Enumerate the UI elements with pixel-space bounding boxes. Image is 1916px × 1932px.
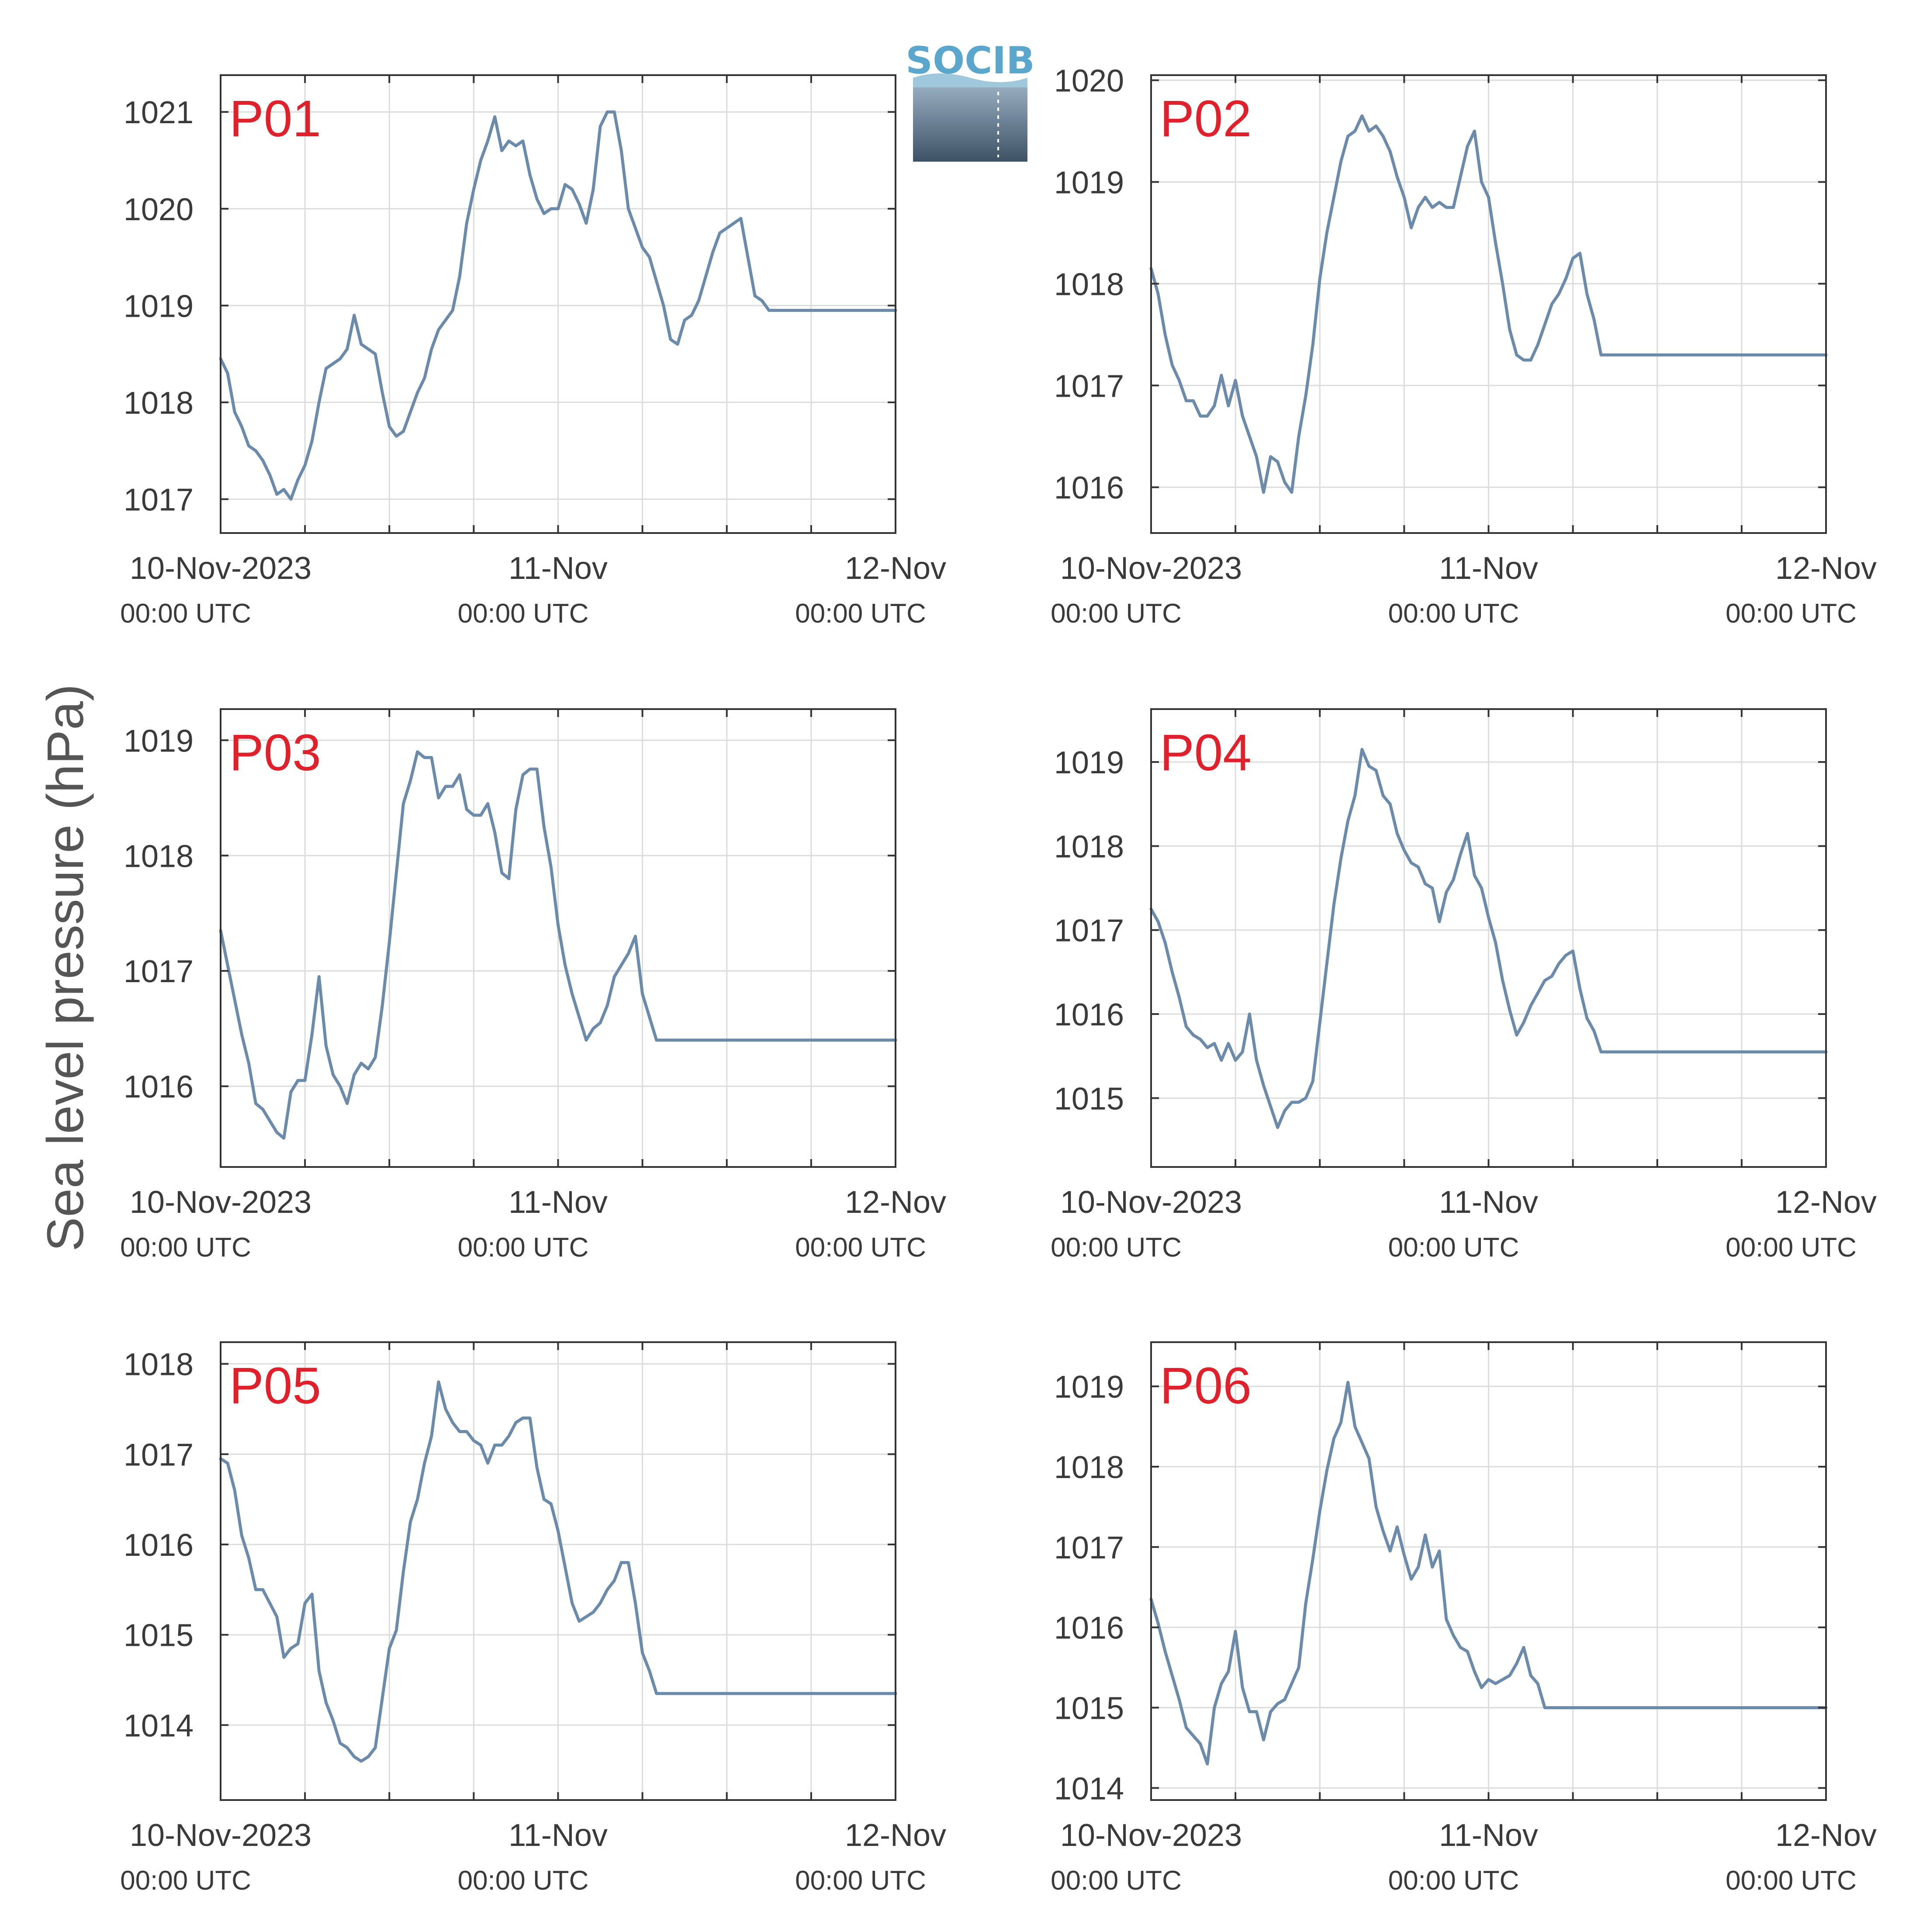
y-tick-label: 1016 [1054, 997, 1124, 1032]
y-tick-label: 1016 [124, 1528, 194, 1563]
chart-panel-p01: 1017 1018 1019 1020 1021 10-Nov-2023 00:00 UTC… [120, 74, 946, 629]
x-tick-label: 12-Nov [1775, 551, 1877, 586]
x-tick-label: 12-Nov [1775, 1818, 1877, 1853]
x-tick-sublabel: 00:00 UTC [1388, 599, 1519, 629]
y-tick-label: 1016 [1054, 471, 1124, 506]
panel-title-p02: P02 [1160, 90, 1252, 148]
panels-container: 1017 1018 1019 1020 1021 10-Nov-2023 00:00 UTC… [120, 64, 1877, 1896]
series-line-p06 [1149, 1381, 1828, 1766]
y-tick-label: 1018 [124, 1347, 194, 1382]
panel-title-p01: P01 [229, 90, 321, 148]
y-tick-label: 1016 [1054, 1611, 1124, 1646]
x-tick-sublabel: 00:00 UTC [1726, 599, 1857, 629]
x-tick-label: 11-Nov [508, 1818, 608, 1853]
y-tick-label: 1018 [124, 839, 194, 874]
y-axis-label: Sea level pressure (hPa) [37, 684, 94, 1252]
x-tick-label: 11-Nov [1439, 1185, 1538, 1220]
y-tick-label: 1019 [1054, 166, 1124, 201]
x-tick-label: 10-Nov-2023 [1060, 1818, 1242, 1853]
y-tick-label: 1017 [124, 482, 194, 517]
y-tick-label: 1020 [124, 192, 194, 227]
y-tick-label: 1016 [124, 1070, 194, 1104]
y-tick-label: 1017 [1054, 1530, 1124, 1565]
panel-title-p03: P03 [229, 724, 321, 782]
x-tick-sublabel: 00:00 UTC [458, 599, 589, 629]
x-tick-sublabel: 00:00 UTC [120, 1233, 251, 1263]
series-line-p01 [219, 110, 897, 501]
x-tick-sublabel: 00:00 UTC [1388, 1866, 1519, 1896]
x-tick-label: 12-Nov [845, 1185, 946, 1220]
y-tick-label: 1019 [1054, 1370, 1124, 1405]
socib-logo: SOCIB [906, 39, 1035, 162]
chart-panel-p04: 1015 1016 1017 1018 1019 10-Nov-2023 00:00 UTC… [1051, 708, 1877, 1263]
y-tick-label: 1018 [1054, 1450, 1124, 1485]
logo-gradient-block [913, 83, 1027, 162]
chart-panel-p06: 1014 1015 1016 1017 1018 1019 10-Nov-2023 00:00… [1051, 1341, 1877, 1896]
x-tick-sublabel: 00:00 UTC [458, 1233, 589, 1263]
x-tick-sublabel: 00:00 UTC [1051, 599, 1182, 629]
x-tick-label: 11-Nov [508, 1185, 608, 1220]
x-tick-label: 10-Nov-2023 [130, 551, 311, 586]
x-tick-label: 12-Nov [1775, 1185, 1877, 1220]
series-line-p02 [1149, 114, 1828, 494]
x-tick-sublabel: 00:00 UTC [795, 1233, 926, 1263]
chart-panel-p05: 1014 1015 1016 1017 1018 10-Nov-2023 00:00 UTC… [120, 1341, 946, 1896]
x-tick-sublabel: 00:00 UTC [1388, 1233, 1519, 1263]
x-tick-label: 12-Nov [845, 1818, 946, 1853]
y-tick-label: 1021 [124, 95, 194, 130]
x-tick-sublabel: 00:00 UTC [795, 599, 926, 629]
x-tick-sublabel: 00:00 UTC [458, 1866, 589, 1896]
x-tick-sublabel: 00:00 UTC [120, 599, 251, 629]
panel-title-p06: P06 [1160, 1357, 1252, 1415]
logo-text: SOCIB [906, 39, 1035, 83]
y-tick-label: 1019 [124, 724, 194, 758]
y-tick-label: 1020 [1054, 64, 1124, 99]
y-tick-label: 1018 [124, 386, 194, 421]
y-tick-label: 1015 [124, 1618, 194, 1653]
x-tick-label: 12-Nov [845, 551, 946, 586]
x-tick-label: 10-Nov-2023 [1060, 551, 1242, 586]
y-tick-label: 1018 [1054, 829, 1124, 864]
y-tick-label: 1017 [124, 954, 194, 989]
series-line-p04 [1149, 748, 1828, 1129]
y-tick-label: 1015 [1054, 1081, 1124, 1116]
x-tick-label: 11-Nov [1439, 1818, 1538, 1853]
x-tick-sublabel: 00:00 UTC [1051, 1233, 1182, 1263]
panel-title-p05: P05 [229, 1357, 321, 1415]
x-tick-label: 10-Nov-2023 [130, 1185, 311, 1220]
y-tick-label: 1018 [1054, 267, 1124, 302]
y-tick-label: 1014 [124, 1708, 194, 1743]
x-tick-sublabel: 00:00 UTC [1726, 1866, 1857, 1896]
y-tick-label: 1019 [1054, 745, 1124, 780]
y-tick-label: 1017 [124, 1437, 194, 1472]
x-tick-label: 10-Nov-2023 [1060, 1185, 1242, 1220]
series-line-p05 [219, 1380, 897, 1763]
x-tick-label: 11-Nov [508, 551, 608, 586]
x-tick-sublabel: 00:00 UTC [120, 1866, 251, 1896]
y-tick-label: 1014 [1054, 1771, 1124, 1806]
y-tick-label: 1017 [1054, 914, 1124, 949]
panel-title-p04: P04 [1160, 724, 1252, 782]
y-tick-label: 1017 [1054, 369, 1124, 404]
y-tick-label: 1015 [1054, 1691, 1124, 1726]
x-tick-sublabel: 00:00 UTC [795, 1866, 926, 1896]
chart-panel-p02: 1016 1017 1018 1019 1020 10-Nov-2023 00:00 UTC… [1051, 64, 1877, 629]
x-tick-label: 10-Nov-2023 [130, 1818, 311, 1853]
x-tick-sublabel: 00:00 UTC [1726, 1233, 1857, 1263]
series-line-p03 [219, 750, 897, 1140]
chart-panel-p03: 1016 1017 1018 1019 10-Nov-2023 00:00 UTC 11-N… [120, 708, 946, 1263]
logo-wave [913, 73, 1027, 87]
x-tick-label: 11-Nov [1439, 551, 1538, 586]
y-tick-label: 1019 [124, 289, 194, 324]
x-tick-sublabel: 00:00 UTC [1051, 1866, 1182, 1896]
